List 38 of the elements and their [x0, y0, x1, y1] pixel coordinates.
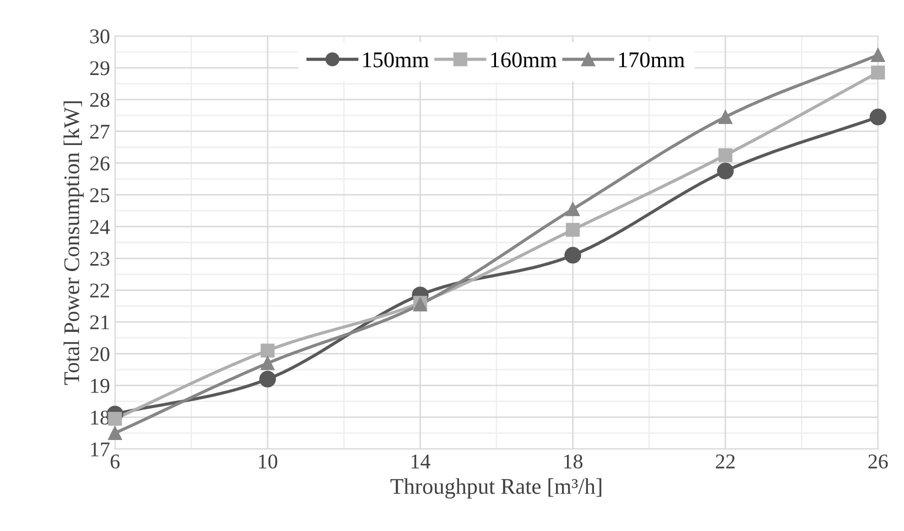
point — [717, 162, 734, 180]
point — [718, 148, 732, 162]
point — [871, 48, 885, 62]
point — [108, 412, 122, 426]
x-tick-label: 14 — [412, 454, 430, 468]
y-tick-label: 20 — [90, 347, 110, 362]
point — [870, 108, 886, 126]
point — [718, 110, 732, 124]
y-tick-label: 24 — [90, 220, 110, 234]
point — [108, 426, 122, 440]
y-axis-title: Total Power Consumption [kW] — [64, 101, 84, 385]
y-tick-label: 29 — [90, 61, 110, 76]
y-tick-label: 21 — [90, 315, 109, 330]
y-tick-label: 26 — [90, 156, 110, 171]
y-tick-label: 19 — [91, 378, 110, 393]
y-tick-label: 23 — [90, 252, 110, 266]
legend-label: 150mm — [363, 52, 429, 68]
point — [566, 222, 580, 237]
y-tick-label: 30 — [90, 29, 110, 44]
x-tick-label: 10 — [259, 454, 278, 469]
point — [260, 356, 275, 370]
point — [871, 66, 885, 80]
x-tick-label: 6 — [110, 454, 120, 469]
y-tick-label: 25 — [90, 188, 110, 202]
x-tick-label: 18 — [564, 454, 582, 469]
point — [259, 370, 276, 388]
point — [566, 202, 580, 216]
point — [564, 246, 582, 264]
point — [260, 344, 275, 358]
y-tick-label: 28 — [90, 92, 110, 107]
legend-label: 160mm — [491, 52, 557, 68]
y-tick-label: 17 — [91, 442, 110, 456]
x-tick-label: 26 — [868, 454, 888, 469]
legend-label: 170mm — [619, 52, 685, 68]
y-tick-label: 22 — [90, 284, 109, 298]
x-axis-title: Throughput Rate [m³/h] — [390, 478, 602, 499]
y-tick-label: 27 — [90, 124, 110, 139]
x-tick-label: 22 — [716, 454, 735, 468]
